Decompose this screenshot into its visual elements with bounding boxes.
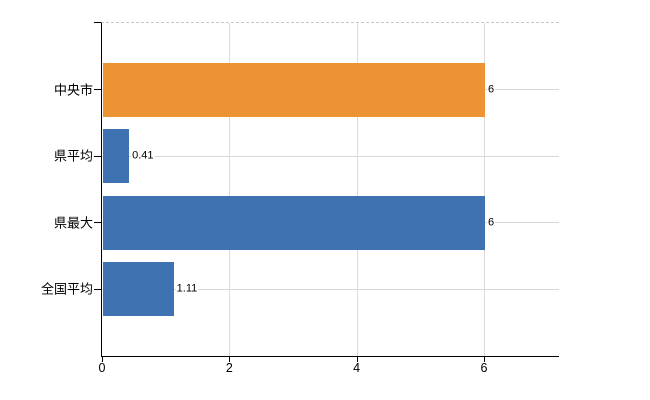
vertical-gridline — [229, 23, 231, 356]
y-axis-tick — [94, 222, 101, 224]
x-tick-label: 2 — [225, 361, 233, 375]
y-axis-tick — [94, 89, 101, 91]
bar — [103, 195, 485, 250]
bar — [103, 262, 174, 317]
vertical-gridline — [484, 23, 485, 356]
horizontal-gridline — [102, 155, 559, 157]
x-axis-tick — [356, 357, 358, 362]
x-axis-tick — [484, 357, 485, 362]
value-label: 1.11 — [175, 282, 199, 296]
x-tick-label: 0 — [98, 361, 106, 375]
value-label: 6 — [487, 83, 496, 97]
y-axis-tick — [94, 288, 101, 290]
bar — [103, 129, 130, 184]
vertical-gridline — [356, 23, 358, 356]
x-tick-label: 6 — [480, 361, 488, 375]
bar — [103, 62, 485, 117]
y-axis-tick — [94, 155, 101, 157]
x-tick-label: 4 — [353, 361, 361, 375]
x-axis-tick — [102, 357, 103, 362]
plot-area: 6 0.41 6 1.11 — [94, 22, 559, 362]
value-label: 6 — [487, 216, 496, 230]
category-label: 県最大 — [53, 215, 93, 231]
horizontal-gridline — [102, 288, 559, 290]
value-label: 0.41 — [131, 149, 155, 163]
category-label: 県平均 — [53, 148, 93, 164]
x-axis-tick — [229, 357, 231, 362]
category-label: 中央市 — [53, 82, 93, 98]
y-axis-tick — [94, 22, 101, 23]
category-label: 全国平均 — [40, 281, 93, 297]
